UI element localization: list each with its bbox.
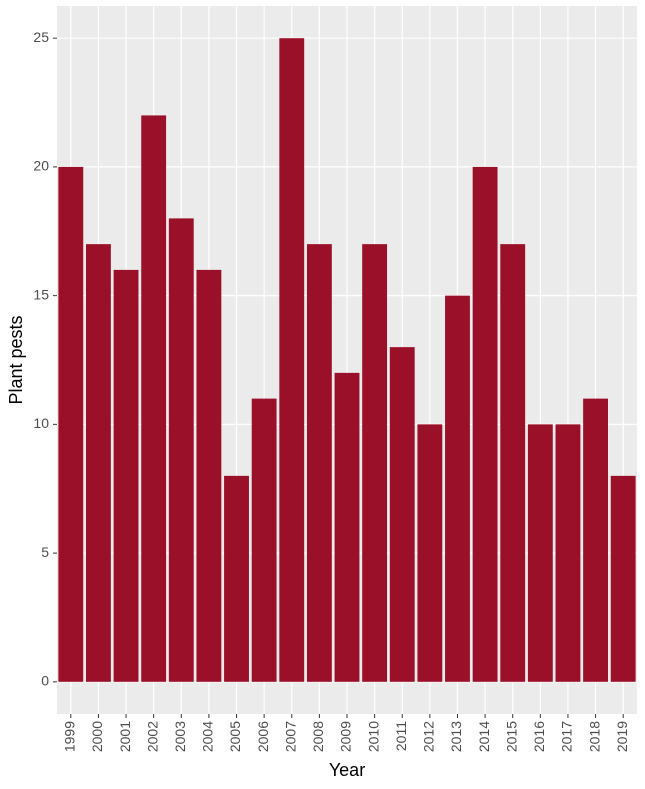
y-tick-label: 5	[41, 544, 49, 560]
x-tick-label: 2001	[117, 721, 133, 752]
x-tick-label: 2012	[421, 721, 437, 752]
x-tick-label: 2016	[531, 721, 547, 752]
bar	[58, 166, 84, 682]
bar	[86, 244, 111, 682]
y-tick-label: 10	[33, 415, 49, 431]
x-axis-title: Year	[329, 760, 365, 780]
x-tick-label: 2007	[282, 721, 298, 752]
x-tick-label: 2006	[255, 721, 271, 752]
x-tick-label: 2017	[559, 721, 575, 752]
bar	[306, 244, 332, 682]
x-tick-label: 2008	[310, 721, 326, 752]
bar	[555, 424, 581, 682]
x-tick-label: 2003	[172, 721, 188, 752]
bar	[113, 269, 139, 682]
bar	[583, 398, 608, 682]
bar	[527, 424, 553, 682]
bar	[417, 424, 443, 682]
x-tick-label: 2015	[503, 721, 519, 752]
bar	[168, 218, 194, 682]
x-tick-label: 2019	[614, 721, 630, 752]
x-tick-label: 2009	[338, 721, 354, 752]
y-axis-title: Plant pests	[6, 315, 26, 404]
bar	[445, 295, 470, 682]
x-tick-label: 2002	[144, 721, 160, 752]
x-tick-label: 2013	[448, 721, 464, 752]
bar	[196, 269, 222, 682]
bar	[251, 398, 277, 682]
y-tick-label: 25	[33, 29, 49, 45]
bar	[279, 38, 305, 682]
x-tick-label: 2000	[89, 721, 105, 752]
x-tick-label: 2005	[227, 721, 243, 752]
x-tick-label: 2004	[200, 721, 216, 752]
bar	[472, 166, 498, 682]
bar	[224, 475, 249, 682]
bar	[610, 475, 636, 682]
y-tick-label: 15	[33, 286, 49, 302]
x-tick-label: 2011	[393, 721, 409, 751]
x-tick-label: 2018	[586, 721, 602, 752]
y-tick-label: 0	[41, 673, 49, 689]
x-tick-label: 1999	[62, 721, 78, 752]
x-tick-label: 2010	[365, 721, 381, 752]
x-tick-label: 2014	[476, 721, 492, 752]
y-tick-label: 20	[33, 158, 49, 174]
bar	[500, 244, 526, 682]
bar	[389, 347, 415, 682]
bar	[141, 115, 167, 682]
bar	[334, 372, 360, 682]
bar	[362, 244, 388, 682]
